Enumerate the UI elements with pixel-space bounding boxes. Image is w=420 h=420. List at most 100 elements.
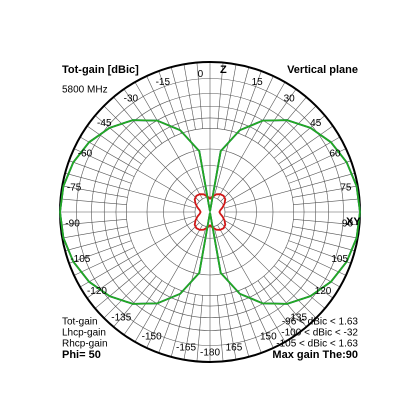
grid-spoke	[158, 70, 182, 134]
legend-range: -105 < dBic < 1.63	[276, 339, 358, 350]
grid-spoke	[217, 224, 286, 343]
angle-tick-label: -120	[87, 286, 107, 297]
legend-entry: Rhcp-gain	[62, 339, 108, 350]
grid-spoke	[213, 67, 250, 198]
grid-spoke	[278, 259, 334, 299]
grid-spoke	[123, 88, 163, 144]
frequency: 5800 MHz	[62, 85, 108, 96]
angle-tick-label: 150	[260, 332, 277, 343]
angle-tick-label: -105	[70, 254, 90, 265]
xy-axis-label: XY	[346, 216, 361, 228]
grid-spoke	[170, 67, 207, 198]
plane-label: Vertical plane	[287, 64, 358, 76]
grid-spoke	[292, 226, 358, 239]
angle-tick-label: 15	[252, 77, 264, 88]
grid-spoke	[216, 295, 224, 362]
z-axis-label: Z	[220, 64, 227, 76]
grid-spoke	[123, 280, 163, 336]
grid-spoke	[216, 62, 224, 129]
angle-tick-label: -30	[124, 94, 139, 105]
grid-spoke	[183, 294, 196, 360]
angle-tick-label: -165	[176, 343, 196, 354]
angle-tick-label: 75	[340, 183, 352, 194]
grid-spoke	[263, 96, 307, 149]
grid-spoke	[196, 295, 204, 362]
grid-spoke	[170, 226, 207, 357]
grid-spoke	[285, 247, 347, 276]
angle-tick-label: 165	[226, 343, 243, 354]
angle-tick-label: -150	[142, 332, 162, 343]
grid-spoke	[224, 215, 355, 252]
grid-spoke	[79, 136, 198, 205]
angle-tick-label: -45	[97, 118, 112, 129]
phi-label: Phi= 50	[62, 349, 101, 361]
grid-spoke	[224, 294, 237, 360]
max-gain-label: Max gain The:90	[272, 349, 358, 361]
grid-spoke	[68, 160, 132, 184]
grid-spoke	[224, 64, 237, 130]
angle-tick-label: -15	[156, 77, 171, 88]
grid-spoke	[278, 125, 334, 165]
angle-tick-label: -60	[78, 148, 93, 159]
grid-spoke	[196, 62, 204, 129]
grid-spoke	[65, 172, 196, 209]
grid-spoke	[103, 222, 200, 319]
legend-entry: Lhcp-gain	[62, 328, 106, 339]
grid-spoke	[79, 219, 198, 288]
angle-tick-label: 120	[315, 286, 332, 297]
grid-spoke	[238, 290, 262, 354]
grid-spoke	[134, 81, 203, 200]
pattern-line	[193, 193, 227, 231]
grid-spoke	[238, 70, 262, 134]
angle-tick-label: 135	[290, 312, 307, 323]
grid-spoke	[158, 290, 182, 354]
grid-spoke	[273, 115, 326, 159]
grid-spoke	[292, 185, 358, 198]
grid-spoke	[257, 88, 297, 144]
angle-tick-label: 90	[342, 219, 354, 230]
angle-tick-label: -135	[111, 312, 131, 323]
legend-range: -100 < dBic < -32	[281, 328, 358, 339]
grid-spoke	[73, 148, 135, 177]
angle-tick-label: 0	[198, 69, 204, 80]
grid-spoke	[222, 136, 341, 205]
legend-entry: Tot-gain	[62, 317, 98, 328]
grid-spoke	[273, 265, 326, 309]
grid-spoke	[285, 148, 347, 177]
grid-spoke	[68, 240, 132, 264]
grid-spoke	[60, 198, 127, 206]
grid-spoke	[263, 275, 307, 328]
grid-spoke	[293, 198, 360, 206]
grid-spoke	[60, 218, 127, 226]
grid-spoke	[257, 280, 297, 336]
grid-spoke	[288, 160, 352, 184]
grid-spoke	[213, 226, 250, 357]
angle-tick-label: -75	[67, 183, 82, 194]
grid-spoke	[65, 215, 196, 252]
angle-tick-label: 30	[284, 94, 296, 105]
angle-tick-label: 45	[310, 118, 322, 129]
grid-spoke	[220, 222, 317, 319]
grid-spoke	[94, 115, 147, 159]
grid-spoke	[183, 64, 196, 130]
grid-spoke	[62, 226, 128, 239]
angle-tick-label: 105	[331, 254, 348, 265]
angle-tick-label: -90	[65, 219, 80, 230]
grid-spoke	[113, 275, 157, 328]
grid-spoke	[134, 224, 203, 343]
grid-spoke	[217, 81, 286, 200]
grid-spoke	[62, 185, 128, 198]
angle-tick-label: 60	[330, 148, 342, 159]
grid-spoke	[103, 105, 200, 202]
chart-title: Tot-gain [dBic]	[62, 64, 139, 76]
grid-spoke	[222, 219, 341, 288]
grid-spoke	[73, 247, 135, 276]
grid-spoke	[220, 105, 317, 202]
grid-spoke	[86, 125, 142, 165]
grid-spoke	[293, 218, 360, 226]
grid-spoke	[86, 259, 142, 299]
grid-spoke	[288, 240, 352, 264]
grid-spoke	[94, 265, 147, 309]
grid-spoke	[113, 96, 157, 149]
